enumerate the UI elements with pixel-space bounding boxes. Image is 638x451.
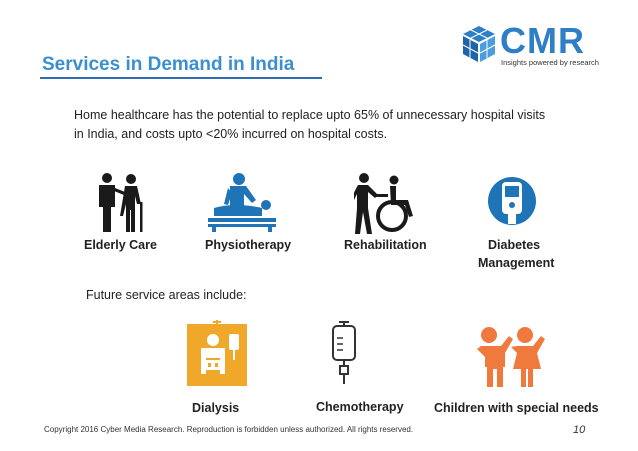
rehabilitation-icon — [354, 173, 413, 234]
cmr-cube-logo-icon — [462, 26, 496, 62]
intro-paragraph: Home healthcare has the potential to rep… — [74, 106, 584, 144]
copyright-footer: Copyright 2016 Cyber Media Research. Rep… — [44, 425, 414, 434]
intro-line-1: Home healthcare has the potential to rep… — [74, 108, 546, 122]
service-label-diabetes: Diabetes — [488, 238, 541, 252]
elderly-care-icon — [99, 173, 143, 232]
logo-wordmark: CMR — [500, 20, 585, 61]
service-label-management: Management — [478, 256, 555, 270]
page-title: Services in Demand in India — [42, 54, 295, 75]
service-label-rehabilitation: Rehabilitation — [344, 238, 427, 252]
children-icon — [477, 327, 545, 387]
page-number: 10 — [573, 424, 586, 436]
service-label-elderly-care: Elderly Care — [84, 238, 157, 252]
future-label-children: Children with special needs — [434, 401, 599, 415]
title-underline — [40, 77, 322, 79]
glucose-meter-icon — [488, 177, 536, 225]
service-label-physiotherapy: Physiotherapy — [205, 238, 292, 252]
future-label-chemotherapy: Chemotherapy — [316, 400, 404, 414]
future-services-label: Future service areas include: — [86, 288, 247, 302]
dialysis-icon — [187, 320, 247, 386]
future-label-dialysis: Dialysis — [192, 401, 240, 415]
physiotherapy-icon — [208, 173, 276, 232]
iv-bag-icon — [332, 321, 356, 384]
intro-line-2: in India, and costs upto <20% incurred o… — [74, 127, 388, 141]
logo-tagline: Insights powered by research — [501, 58, 599, 67]
